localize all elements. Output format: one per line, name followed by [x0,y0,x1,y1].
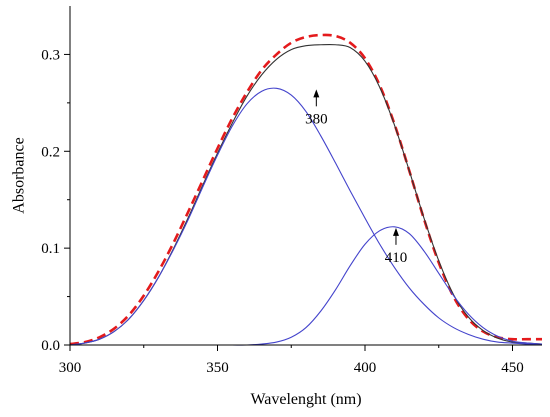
x-tick-label: 450 [501,360,524,376]
y-tick-label: 0.1 [41,241,60,257]
annotation-arrow-head [313,89,320,98]
y-tick-label: 0.2 [41,144,60,160]
series-line-3 [69,87,543,346]
series-line-1 [69,33,542,346]
y-tick-label: 0.0 [41,338,60,354]
series-line-4 [69,226,543,346]
annotation-label: 380 [305,111,328,127]
y-axis-title: Absorbance [11,137,28,213]
y-tick-label: 0.3 [41,47,60,63]
annotation-label: 410 [385,250,408,266]
x-tick-label: 400 [354,360,377,376]
annotation-arrow-head [392,227,399,236]
x-tick-label: 350 [206,360,229,376]
x-tick-label: 300 [59,360,82,376]
x-axis-title: Wavelenght (nm) [250,391,361,408]
